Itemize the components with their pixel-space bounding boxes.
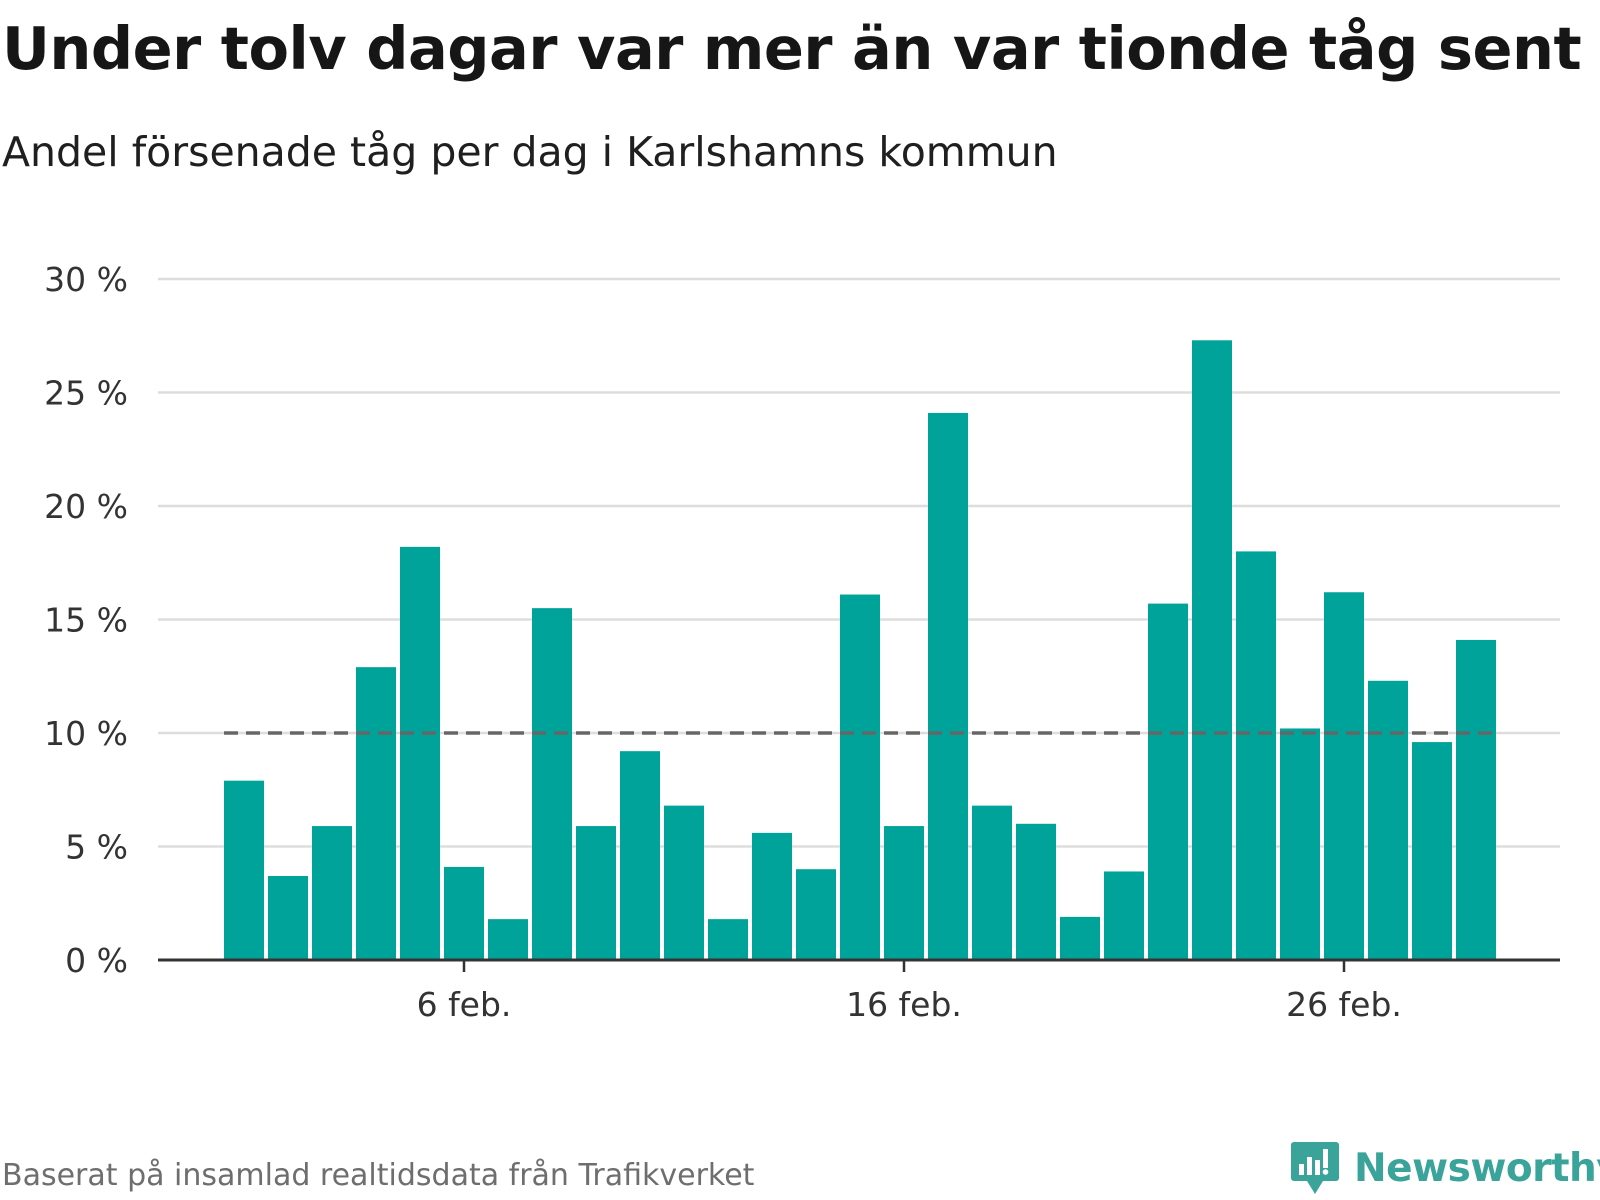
bar <box>1324 592 1364 960</box>
brand-logo: Newsworthy <box>1290 1140 1600 1196</box>
bar <box>1456 639 1496 960</box>
bar <box>224 780 264 960</box>
bars <box>224 340 1496 960</box>
bar <box>444 866 484 960</box>
y-tick-label: 20 % <box>44 487 128 526</box>
bar <box>928 412 968 960</box>
y-tick-label: 25 % <box>44 374 128 413</box>
bar <box>840 594 880 960</box>
bar <box>532 608 572 960</box>
bar <box>620 751 660 960</box>
bar <box>884 826 924 960</box>
bar <box>1368 680 1408 960</box>
chart-title: Under tolv dagar var mer än var tionde t… <box>2 14 1582 83</box>
bar <box>1148 603 1188 960</box>
bar <box>972 805 1012 960</box>
x-tick-label: 6 feb. <box>417 985 512 1024</box>
x-axis: 6 feb. 16 feb. 26 feb. <box>158 958 1560 1024</box>
bar <box>1060 916 1100 960</box>
x-tick-label: 26 feb. <box>1286 985 1402 1024</box>
bar <box>1236 551 1276 960</box>
x-tick-label: 16 feb. <box>846 985 962 1024</box>
bar <box>488 919 528 960</box>
bar <box>1412 742 1452 960</box>
bar <box>1280 728 1320 960</box>
newsworthy-logo-icon <box>1291 1142 1339 1194</box>
bar <box>356 667 396 960</box>
brand-name: Newsworthy <box>1354 1145 1600 1191</box>
bar <box>796 869 836 960</box>
bar <box>1104 871 1144 960</box>
y-tick-label: 15 % <box>44 601 128 640</box>
bar <box>1016 823 1056 960</box>
y-tick-label: 0 % <box>65 941 128 980</box>
bar <box>664 805 704 960</box>
y-tick-label: 10 % <box>44 714 128 753</box>
bar-chart: 0 % 5 % 10 % 15 % 20 % 25 % 30 % 6 feb. 16 feb.… <box>44 260 1560 1024</box>
bar <box>708 919 748 960</box>
bar <box>1192 340 1232 960</box>
bar <box>576 826 616 960</box>
y-axis-tick-labels: 0 % 5 % 10 % 15 % 20 % 25 % 30 % <box>44 260 128 980</box>
source-note: Baserat på insamlad realtidsdata från Tr… <box>2 1158 755 1193</box>
bar <box>312 826 352 960</box>
bar <box>752 832 792 960</box>
bar <box>400 546 440 960</box>
y-tick-label: 5 % <box>65 828 128 867</box>
y-tick-label: 30 % <box>44 260 128 299</box>
bar <box>268 876 308 960</box>
chart-subtitle: Andel försenade tåg per dag i Karlshamns… <box>2 128 1058 176</box>
